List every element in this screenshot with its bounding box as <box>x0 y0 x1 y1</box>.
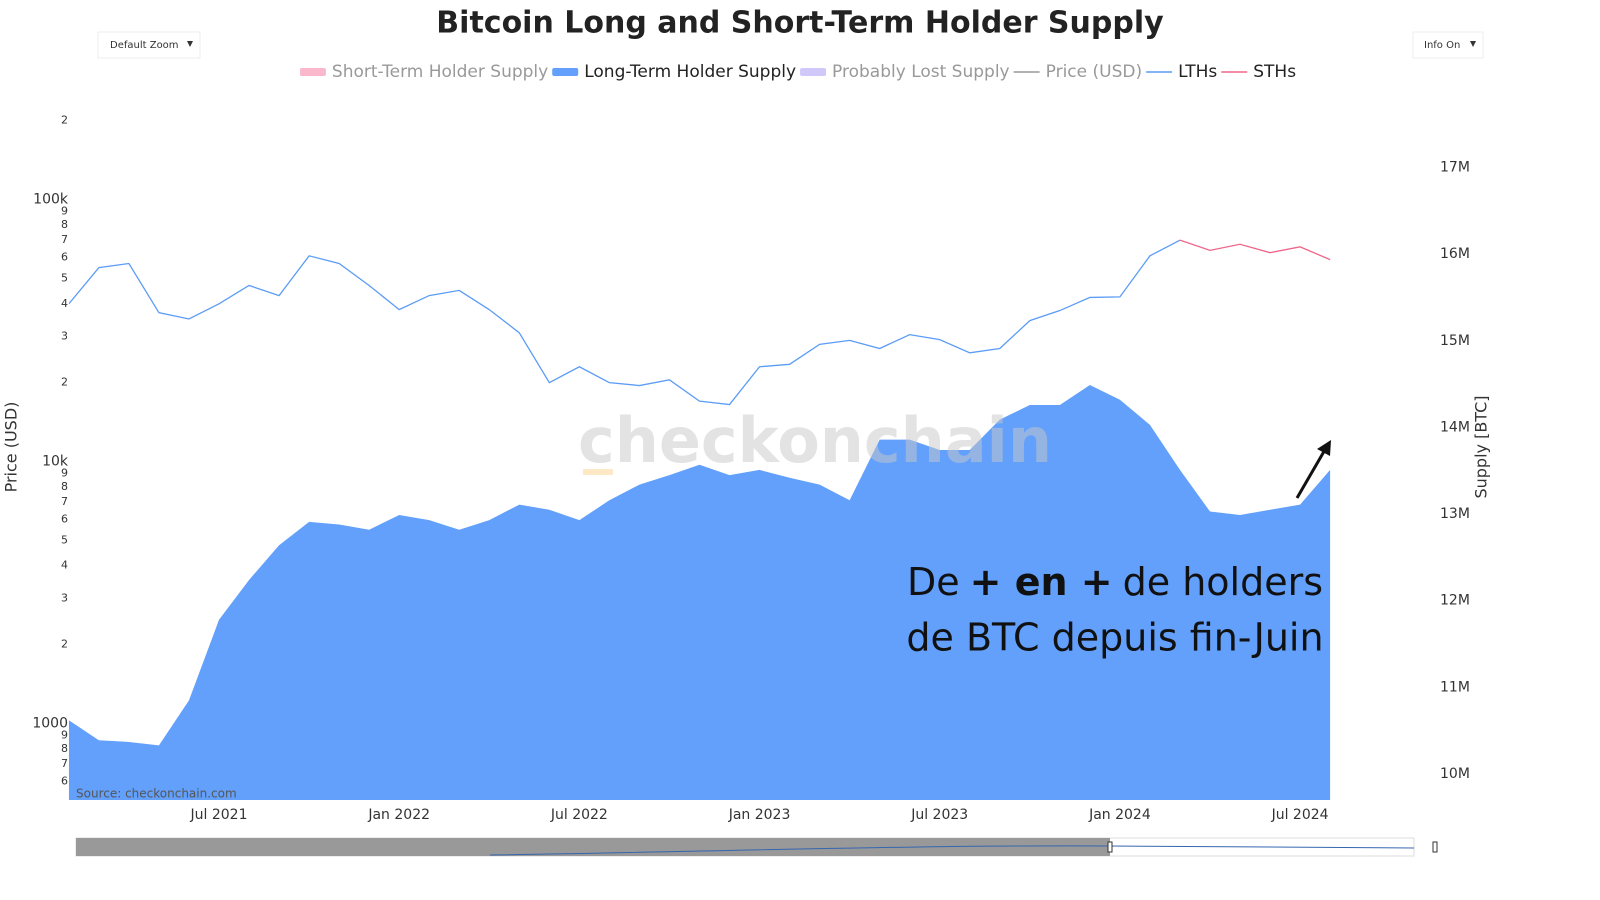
slider-preview <box>489 845 1415 856</box>
dropdown-icon <box>1470 41 1476 47</box>
y-tick-label: 4 <box>61 297 68 310</box>
y-tick-label: 9 <box>61 728 68 741</box>
y-tick-label: 7 <box>61 495 68 508</box>
y-tick-label: 8 <box>61 480 68 493</box>
legend-label: STHs <box>1253 62 1296 82</box>
legend-item[interactable]: Short-Term Holder Supply <box>299 62 548 82</box>
annotation-part: de holders <box>1123 560 1323 604</box>
price-line <box>68 239 1181 406</box>
y2-axis-title: Supply [BTC] <box>1472 395 1491 498</box>
x-tick-label: Jul 2022 <box>550 807 608 823</box>
slider-mask <box>76 838 1110 856</box>
slider-handle[interactable] <box>1107 841 1113 853</box>
zoom-box[interactable] <box>97 31 201 59</box>
legend-label: Short-Term Holder Supply <box>332 62 548 82</box>
price-line <box>1179 239 1331 261</box>
legend-item[interactable]: STHs <box>1221 62 1296 82</box>
y-tick-label: 6 <box>61 251 68 264</box>
legend: Short-Term Holder Supply Long-Term Holder… <box>299 62 1296 82</box>
y-tick-label: 9 <box>61 466 68 479</box>
zoom-label[interactable]: Default Zoom <box>110 40 179 51</box>
y2-tick-label: 10M <box>1440 766 1470 782</box>
annotation-part: De <box>907 560 960 604</box>
x-tick-label: Jan 2024 <box>1088 807 1151 823</box>
x-tick-label: Jul 2023 <box>910 807 968 823</box>
info-box[interactable] <box>1412 31 1484 59</box>
legend-swatch <box>800 68 827 76</box>
y2-tick-label: 12M <box>1440 593 1470 609</box>
y-tick-label: 5 <box>61 271 68 284</box>
source: Source: checkonchain.com <box>76 787 237 801</box>
arrow-head <box>1317 440 1331 456</box>
legend-item[interactable]: LTHs <box>1146 62 1217 82</box>
legend-item[interactable]: Price (USD) <box>1013 62 1142 82</box>
legend-label: LTHs <box>1178 62 1217 82</box>
supply-area <box>68 385 1331 800</box>
y-tick-label: 7 <box>61 233 68 246</box>
plot-area <box>68 239 1331 800</box>
info-control[interactable]: Info On <box>1412 31 1484 59</box>
y-tick-label: 7 <box>61 757 68 770</box>
y-tick-label: 10k <box>42 453 69 469</box>
y-tick-label: 2 <box>61 114 68 127</box>
legend-swatch <box>552 68 579 76</box>
x-tick-label: Jul 2024 <box>1271 807 1329 823</box>
y2-tick-label: 14M <box>1440 419 1470 435</box>
legend-item[interactable]: Long-Term Holder Supply <box>552 62 796 82</box>
x-tick-label: Jan 2022 <box>367 807 430 823</box>
zoom-control[interactable]: Default Zoom <box>97 31 201 59</box>
legend-label: Long-Term Holder Supply <box>584 62 796 82</box>
legend-swatch <box>299 68 326 76</box>
legend-item[interactable]: Probably Lost Supply <box>800 62 1010 82</box>
info-label[interactable]: Info On <box>1424 40 1460 51</box>
y-tick-label: 8 <box>61 742 68 755</box>
plot-body <box>68 239 1331 800</box>
y-tick-label: 2 <box>61 638 68 651</box>
slider-handle[interactable] <box>1432 841 1438 853</box>
watermark-mark <box>583 469 613 475</box>
watermark: checkonchain <box>578 404 1052 477</box>
y-tick-label: 2 <box>61 376 68 389</box>
y-tick-label: 8 <box>61 218 68 231</box>
y-tick-label: 3 <box>61 330 68 343</box>
y2-tick-label: 16M <box>1440 246 1470 262</box>
y-tick-label: 6 <box>61 775 68 788</box>
y-tick-label: 100k <box>33 192 69 208</box>
arrow <box>1295 447 1328 499</box>
x-tick-label: Jan 2023 <box>728 807 791 823</box>
y-tick-label: 9 <box>61 205 68 218</box>
chart-title: Bitcoin Long and Short-Term Holder Suppl… <box>436 6 1164 41</box>
annotation-part: + en + <box>970 560 1113 604</box>
y-tick-label: 4 <box>61 559 68 572</box>
legend-label: Probably Lost Supply <box>832 62 1010 82</box>
dropdown-icon <box>187 41 193 47</box>
y2-tick-label: 11M <box>1440 679 1470 695</box>
range-slider[interactable] <box>75 837 1438 857</box>
y-tick-label: 1000 <box>32 715 68 731</box>
y2-tick-label: 13M <box>1440 506 1470 522</box>
y-tick-label: 3 <box>61 591 68 604</box>
annotation: De + en + de holders <box>907 560 1323 604</box>
y-tick-label: 6 <box>61 513 68 526</box>
x-tick-label: Jul 2021 <box>190 807 248 823</box>
annotation: de BTC depuis fin-Juin <box>906 616 1323 660</box>
y2-tick-label: 17M <box>1440 160 1470 176</box>
y-tick-label: 5 <box>61 533 68 546</box>
y2-tick-label: 15M <box>1440 333 1470 349</box>
y-axis-title: Price (USD) <box>2 402 21 493</box>
legend-label: Price (USD) <box>1046 62 1142 82</box>
